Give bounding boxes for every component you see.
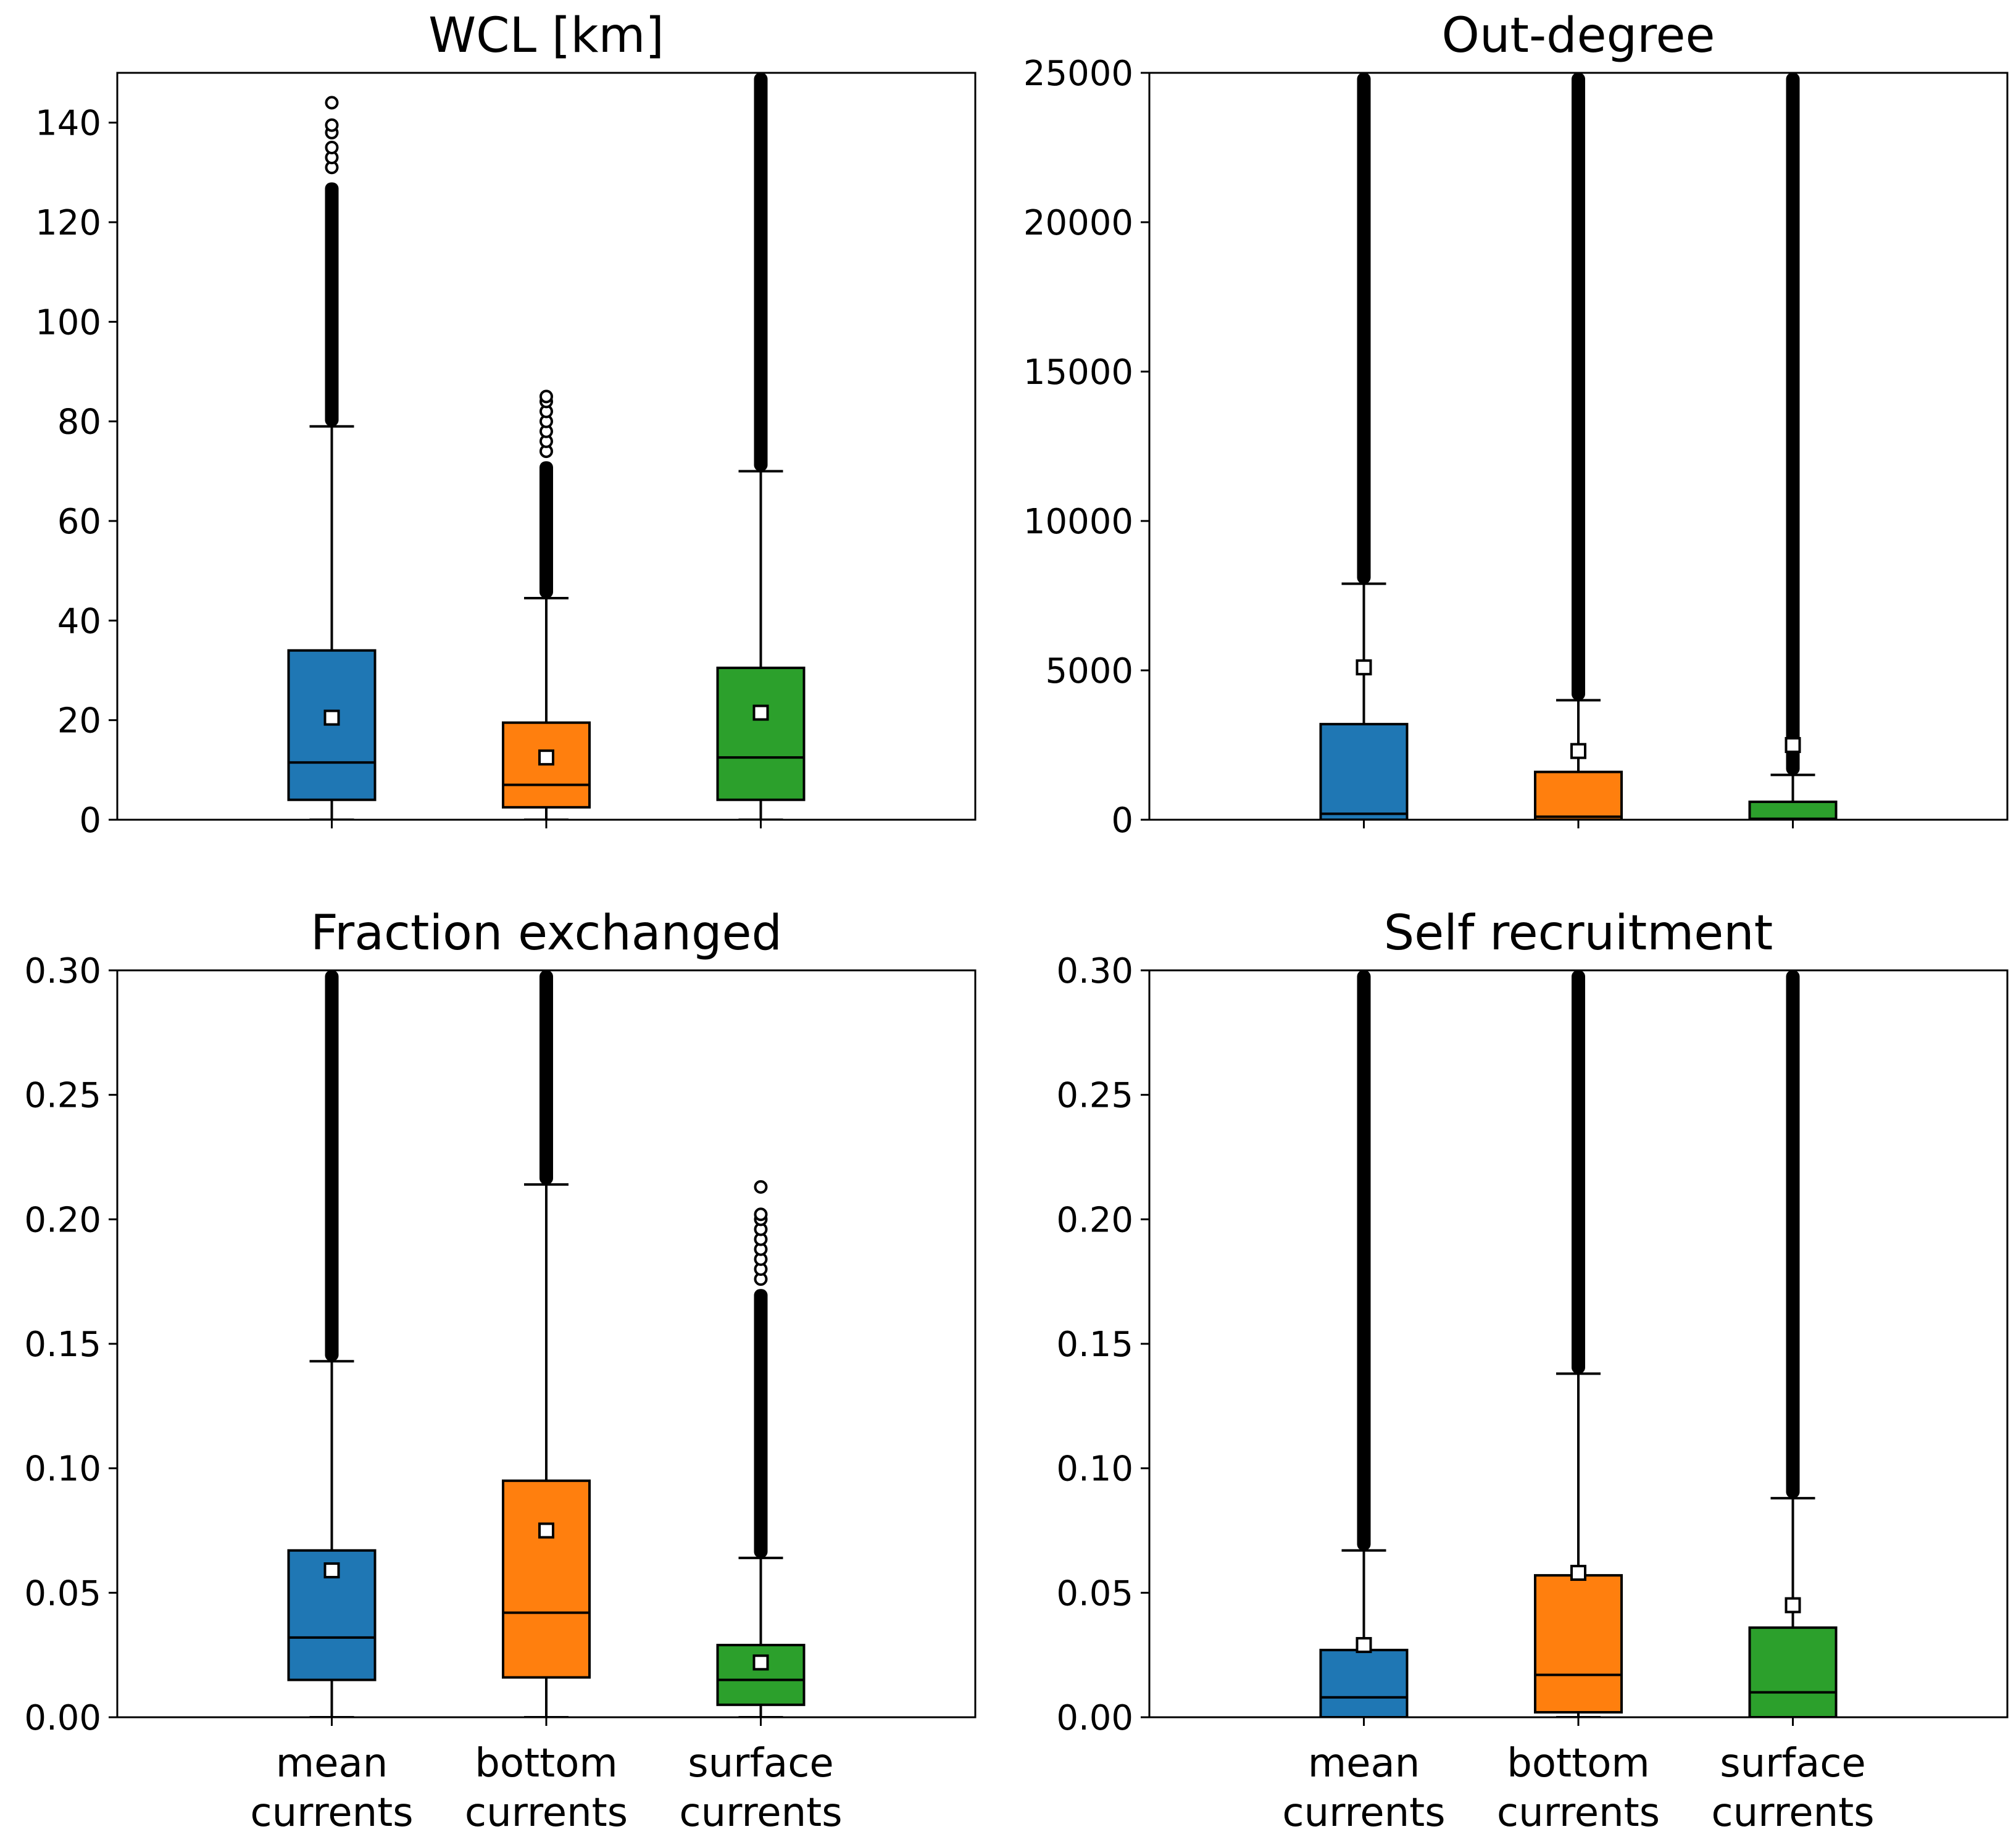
mean-marker [1785,1597,1801,1614]
y-tick-label: 100 [35,302,101,343]
outlier-point [325,141,339,154]
axes-frame [116,969,977,1718]
outlier-point [539,389,553,404]
outlier-band [325,182,339,427]
outlier-band [325,970,339,1362]
x-category-label: mean [276,1741,388,1786]
y-tick-label: 80 [57,402,101,443]
y-tick-label: 5000 [1045,651,1133,691]
y-tick-label: 120 [35,203,101,243]
panel-title: Self recruitment [1384,906,1773,961]
x-category-label: surface [688,1741,834,1786]
panel-3: Fraction exchanged 0.00 0.05 0.10 0.15 0.20 0.… [24,906,977,1836]
box-surface-currents [716,1644,806,1706]
mean-marker [538,749,554,766]
outlier-point [325,96,339,110]
outlier-band [754,73,768,472]
plot-area [287,73,806,820]
y-tick-label: 15000 [1023,352,1133,393]
box-surface-currents [1748,1626,1838,1717]
x-category-label: mean [1308,1741,1420,1786]
y-tick-label: 0.25 [1056,1076,1133,1116]
x-category-label: surface [1720,1741,1866,1786]
x-category-label: currents [250,1790,413,1836]
mean-marker [752,704,769,721]
x-category-label: currents [1282,1790,1445,1836]
box-bottom-currents [1534,1574,1623,1714]
plot-area [1319,970,1838,1717]
y-tick-label: 0.30 [1056,951,1133,991]
x-category-label: currents [465,1790,628,1836]
mean-marker [323,709,340,726]
y-tick-label: 0 [1111,801,1133,841]
y-tick-label: 0.25 [24,1076,101,1116]
panel-title: Out-degree [1442,8,1715,64]
outlier-point [754,1180,768,1194]
y-tick-label: 0.00 [24,1698,101,1738]
panel-title: WCL [km] [428,8,664,64]
outlier-band [539,461,553,599]
y-tick-label: 0.05 [24,1573,101,1614]
mean-marker [1570,1565,1586,1581]
y-tick-label: 0.30 [24,951,101,991]
panel-2: Out-degree 0 5000 10000 15000 20000 25000 [1023,8,2009,841]
y-tick-label: 10000 [1023,502,1133,542]
outlier-band [539,970,553,1185]
outlier-band [1572,970,1585,1374]
y-tick-label: 20000 [1023,203,1133,243]
y-tick-label: 0.20 [1056,1200,1133,1240]
outlier-band [754,1289,768,1558]
y-tick-label: 0 [79,801,101,841]
mean-marker [1356,659,1372,676]
box-bottom-currents [502,1479,591,1679]
y-tick-label: 20 [57,701,101,741]
box-mean-currents [1319,723,1409,820]
x-category-label: currents [679,1790,842,1836]
outlier-band [1357,970,1371,1551]
mean-marker [1356,1637,1372,1654]
y-tick-label: 0.00 [1056,1698,1133,1738]
y-tick-label: 0.15 [1056,1325,1133,1365]
y-tick-label: 0.20 [24,1200,101,1240]
mean-marker [538,1522,554,1539]
axes-frame [116,72,977,821]
box-surface-currents [716,666,806,801]
outlier-point [325,118,339,132]
plot-area [1319,73,1838,820]
x-category-label: bottom [1507,1741,1649,1786]
y-tick-label: 25000 [1023,54,1133,94]
x-category-label: currents [1711,1790,1874,1836]
outlier-band [1786,970,1800,1499]
mean-marker [752,1654,769,1671]
y-tick-label: 40 [57,601,101,641]
mean-marker [1785,737,1801,753]
outlier-point [754,1207,768,1222]
y-tick-label: 0.15 [24,1325,101,1365]
outlier-band [1786,73,1800,775]
y-tick-label: 0.05 [1056,1573,1133,1614]
x-category-label: currents [1497,1790,1660,1836]
axes-frame [1148,72,2009,821]
mean-marker [1570,743,1586,759]
panel-1: WCL [km] 0 20 40 60 80 100 120 140 [35,8,977,841]
outlier-band [1572,73,1585,701]
plot-area [287,970,806,1717]
x-category-label: bottom [475,1741,617,1786]
box-bottom-currents [1534,770,1623,820]
panel-4: Self recruitment 0.00 0.05 0.10 0.15 0.20 0.25… [1056,906,2009,1836]
box-surface-currents [1748,800,1838,820]
panel-title: Fraction exchanged [310,906,782,961]
outlier-band [1357,73,1371,584]
y-tick-label: 60 [57,502,101,542]
y-tick-label: 140 [35,104,101,144]
axes-frame [1148,969,2009,1718]
mean-marker [323,1562,340,1579]
y-tick-label: 0.10 [24,1449,101,1489]
box-mean-currents [1319,1649,1409,1717]
y-tick-label: 0.10 [1056,1449,1133,1489]
